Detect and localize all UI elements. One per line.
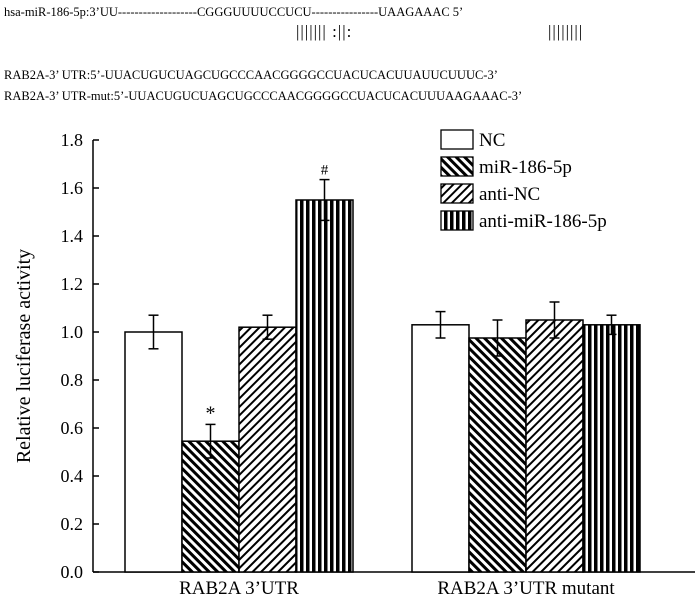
y-axis-label: Relative luciferase activity	[13, 249, 35, 463]
bar-mir-186-5p-0	[181, 440, 240, 573]
bar-nc-0	[124, 331, 183, 573]
y-tick-label: 1.4	[61, 226, 84, 246]
utr-mutant-sequence-line: RAB2A-3’ UTR-mut:5’-UUACUGUCUAGCUGCCCAAC…	[4, 89, 523, 103]
bar-anti-mir-186-5p-0	[295, 199, 354, 573]
error-bar	[492, 319, 503, 357]
legend-label: anti-NC	[479, 184, 540, 205]
pairing-marks-seed: ||||||| :||:	[296, 22, 353, 41]
utr-wildtype-sequence-line: RAB2A-3’ UTR:5’-UUACUGUCUAGCUGCCCAACGGGG…	[4, 68, 498, 82]
error-bar	[319, 178, 330, 222]
y-tick-label: 1.6	[61, 178, 84, 198]
legend-swatch	[440, 129, 474, 150]
y-tick-label: 0.0	[61, 562, 84, 582]
bar-anti-nc-0	[238, 326, 297, 573]
error-bar	[262, 314, 273, 340]
significance-mark: *	[206, 402, 216, 424]
legend-swatch	[440, 183, 474, 204]
legend-label: anti-miR-186-5p	[479, 211, 607, 232]
y-tick-label: 0.8	[61, 370, 84, 390]
bar-anti-nc-1	[525, 319, 584, 573]
y-tick-label: 1.0	[61, 322, 84, 342]
legend-swatch	[440, 210, 474, 231]
legend-label: NC	[479, 130, 505, 151]
y-tick-label: 1.8	[61, 130, 84, 150]
legend-swatch	[440, 156, 474, 177]
bar-anti-mir-186-5p-1	[582, 324, 641, 573]
error-bar	[606, 314, 617, 336]
y-tick-label: 1.2	[61, 274, 84, 294]
error-bar	[148, 314, 159, 350]
y-tick-label: 0.2	[61, 514, 84, 534]
y-tick-label: 0.6	[61, 418, 84, 438]
legend-label: miR-186-5p	[479, 157, 572, 178]
pairing-marks-tail: ||||||||	[548, 22, 584, 41]
error-bar	[549, 301, 560, 339]
significance-mark: #	[321, 163, 329, 179]
mirna-sequence-line: hsa-miR-186-5p:3’UU-------------------CG…	[4, 5, 464, 19]
legend: NC miR-186-5p anti-NC anti-miR-186-5p	[440, 129, 607, 232]
y-tick-label: 0.4	[61, 466, 84, 486]
bar-nc-1	[411, 324, 470, 573]
bar-mir-186-5p-1	[468, 337, 527, 573]
category-label: RAB2A 3’UTR mutant	[437, 578, 615, 597]
error-bar	[435, 310, 446, 339]
category-label: RAB2A 3’UTR	[179, 578, 299, 597]
error-bar	[205, 423, 216, 459]
